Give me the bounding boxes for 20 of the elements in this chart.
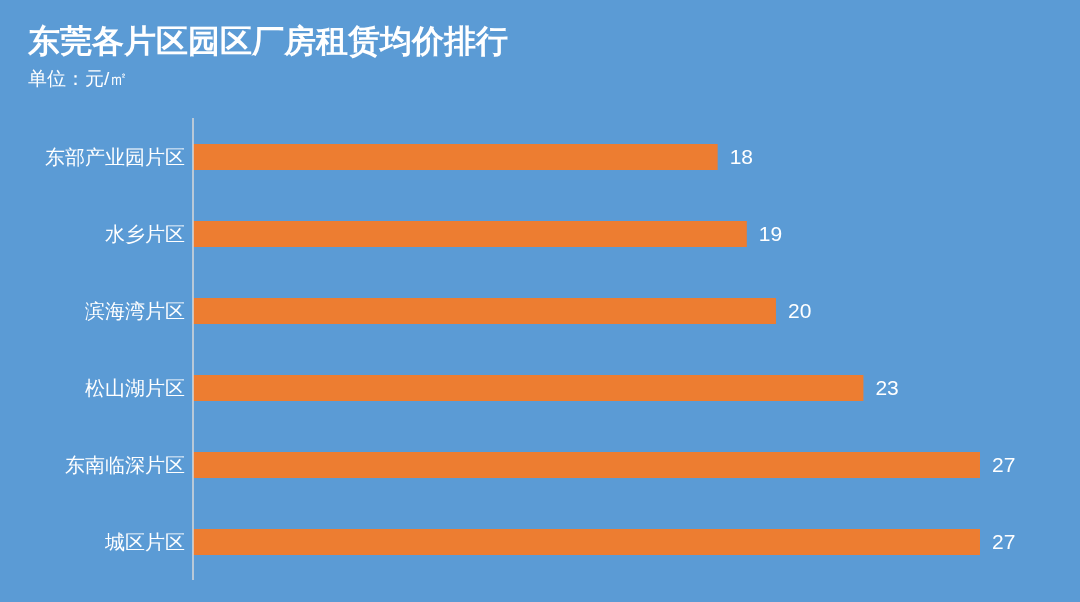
bar: [193, 529, 980, 555]
data-label: 23: [875, 376, 899, 400]
data-label: 20: [787, 299, 812, 323]
bar: [193, 144, 718, 170]
y-tick-label: 东南临深片区: [65, 453, 185, 476]
bar: [193, 221, 747, 247]
bar: [193, 375, 864, 401]
bar: [193, 452, 980, 478]
data-label: 19: [758, 222, 783, 246]
y-tick-label: 松山湖片区: [85, 376, 185, 399]
chart-subtitle: 单位：元/㎡: [28, 67, 129, 91]
y-tick-label: 城区片区: [104, 530, 185, 553]
data-label: 18: [729, 145, 754, 169]
y-tick-label: 水乡片区: [105, 222, 185, 245]
data-label: 27: [992, 453, 1016, 477]
bar: [193, 298, 776, 324]
data-label: 27: [992, 530, 1016, 554]
y-tick-label: 滨海湾片区: [85, 299, 185, 322]
y-tick-label: 东部产业园片区: [45, 145, 185, 168]
chart-title: 东莞各片区园区厂房租赁均价排行: [28, 22, 508, 61]
